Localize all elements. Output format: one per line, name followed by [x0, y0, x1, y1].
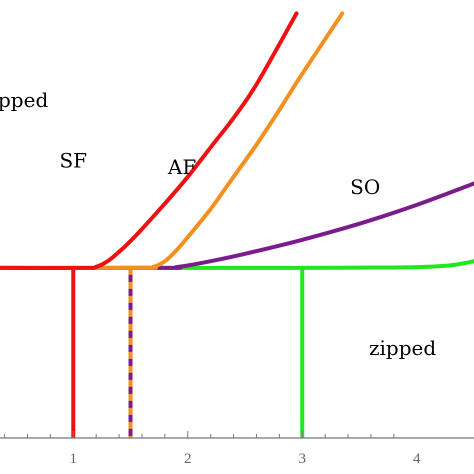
labels-group: pped zipped SF AF SO [0, 88, 436, 360]
curve-label-sf: SF [59, 148, 87, 172]
x-tick-label: 3 [299, 451, 307, 467]
curve-so [0, 181, 474, 270]
x-ticks-group: 1 2 3 4 [4, 431, 421, 467]
region-label: zipped [369, 336, 436, 360]
vertical-lines-group [71, 267, 305, 438]
curve-af [0, 11, 345, 270]
curves-group [0, 11, 474, 270]
region-label: pped [0, 88, 48, 112]
x-tick-label: 4 [413, 451, 421, 467]
curve-sf [0, 11, 299, 270]
x-tick-label: 1 [70, 451, 78, 467]
x-tick-label: 2 [184, 451, 192, 467]
curve-label-so: SO [350, 175, 380, 199]
curve-label-af: AF [167, 155, 196, 179]
